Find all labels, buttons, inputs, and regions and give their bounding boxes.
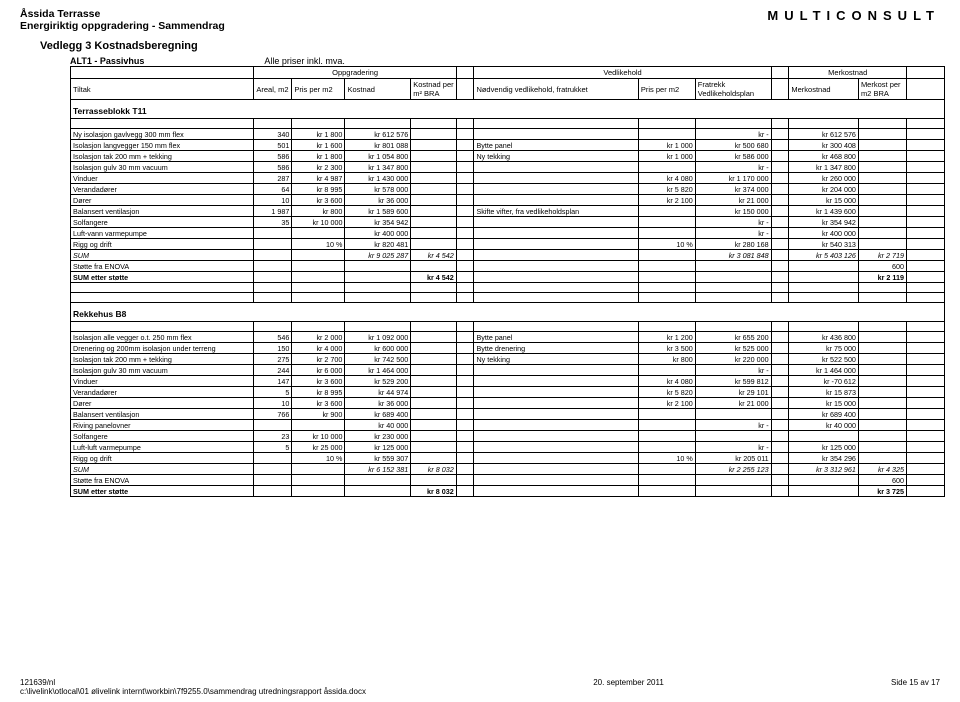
- footer-path: c:\livelink\otlocal\01 ølivelink internt…: [20, 687, 366, 696]
- hdr-areal: Areal, m2: [254, 79, 292, 100]
- table-row: Luft-vann varmepumpekr 400 000kr -kr 400…: [71, 228, 945, 239]
- footer-ref: 121639/nl: [20, 678, 366, 687]
- sum-row: SUM etter støttekr 8 032kr 3 725: [71, 486, 945, 497]
- table-row: Verandadører5kr 8 995kr 44 974kr 5 820kr…: [71, 387, 945, 398]
- brand: MULTICONSULT: [767, 8, 940, 23]
- table-row: Balansert ventilasjon1 987kr 800kr 1 589…: [71, 206, 945, 217]
- hdr-vedlikehold: Vedlikehold: [474, 67, 771, 79]
- page-footer: 121639/nl c:\livelink\otlocal\01 øliveli…: [20, 678, 940, 696]
- sum-row: SUM etter støttekr 4 542kr 2 119: [71, 272, 945, 283]
- hdr-oppgradering: Oppgradering: [254, 67, 456, 79]
- footer-date: 20. september 2011: [593, 678, 664, 696]
- hdr-nodvendig: Nødvendig vedlikehold, fratrukket: [474, 79, 638, 100]
- hdr-fratrekk: Fratrekk Vedlikeholdsplan: [695, 79, 771, 100]
- site-name: Åssida Terrasse: [20, 8, 225, 20]
- price-note: Alle priser inkl. mva.: [264, 56, 345, 66]
- blank-row: [71, 322, 945, 332]
- attachment-title: Vedlegg 3 Kostnadsberegning: [40, 40, 930, 52]
- table-row: Ny isolasjon gavlvegg 300 mm flex340kr 1…: [71, 129, 945, 140]
- table-header: Oppgradering Vedlikehold Merkostnad Tilt…: [71, 67, 945, 100]
- table-row: Isolasjon alle vegger o.t. 250 mm flex54…: [71, 332, 945, 343]
- footer-page: Side 15 av 17: [891, 678, 940, 696]
- table-row: Isolasjon langvegger 150 mm flex501kr 1 …: [71, 140, 945, 151]
- enova-row: Støtte fra ENOVA600: [71, 475, 945, 486]
- table-row: Isolasjon gulv 30 mm vacuum586kr 2 300kr…: [71, 162, 945, 173]
- section-title-row: Rekkehus B8: [71, 303, 945, 322]
- table-row: Rigg og drift10 %kr 559 30710 %kr 205 01…: [71, 453, 945, 464]
- hdr-kpm2: Kostnad per m² BRA: [411, 79, 457, 100]
- table-row: Luft-luft varmepumpe5kr 25 000kr 125 000…: [71, 442, 945, 453]
- table-row: Vinduer147kr 3 600kr 529 200kr 4 080kr 5…: [71, 376, 945, 387]
- hdr-pm2: Pris per m2: [292, 79, 345, 100]
- table-row: Solfangere35kr 10 000kr 354 942kr -kr 35…: [71, 217, 945, 228]
- enova-row: Støtte fra ENOVA600: [71, 261, 945, 272]
- table-row: Vinduer287kr 4 987kr 1 430 000kr 4 080kr…: [71, 173, 945, 184]
- main-section: Vedlegg 3 Kostnadsberegning ALT1 - Passi…: [0, 36, 960, 497]
- table-row: Rigg og drift10 %kr 820 48110 %kr 280 16…: [71, 239, 945, 250]
- hdr-mpm2: Merkost per m2 BRA: [858, 79, 906, 100]
- alt-name: ALT1 - Passivhus: [70, 56, 144, 66]
- cost-table: Oppgradering Vedlikehold Merkostnad Tilt…: [70, 66, 945, 497]
- hdr-kostnad: Kostnad: [345, 79, 411, 100]
- sum-row: SUMkr 6 152 381kr 8 032kr 2 255 123kr 3 …: [71, 464, 945, 475]
- table-row: Isolasjon tak 200 mm + tekking586kr 1 80…: [71, 151, 945, 162]
- sum-row: SUMkr 9 025 287kr 4 542kr 3 081 848kr 5 …: [71, 250, 945, 261]
- table-row: Dører10kr 3 600kr 36 000kr 2 100kr 21 00…: [71, 398, 945, 409]
- section-title-row: Terrasseblokk T11: [71, 100, 945, 119]
- page-header: Åssida Terrasse Energiriktig oppgraderin…: [0, 0, 960, 36]
- table-row: Isolasjon gulv 30 mm vacuum244kr 6 000kr…: [71, 365, 945, 376]
- hdr-pm2b: Pris per m2: [638, 79, 695, 100]
- blank-row: [71, 293, 945, 303]
- table-row: Verandadører64kr 8 995kr 578 000kr 5 820…: [71, 184, 945, 195]
- subtitle: Energiriktig oppgradering - Sammendrag: [20, 20, 225, 32]
- hdr-tiltak: Tiltak: [71, 79, 254, 100]
- table-row: Dører10kr 3 600kr 36 000kr 2 100kr 21 00…: [71, 195, 945, 206]
- table-row: Balansert ventilasjon766kr 900kr 689 400…: [71, 409, 945, 420]
- hdr-merkostnad: Merkostnad: [789, 67, 907, 79]
- blank-row: [71, 119, 945, 129]
- blank-row: [71, 283, 945, 293]
- table-body: Terrasseblokk T11 Ny isolasjon gavlvegg 3…: [71, 100, 945, 497]
- hdr-merk: Merkostnad: [789, 79, 859, 100]
- table-row: Isolasjon tak 200 mm + tekking275kr 2 70…: [71, 354, 945, 365]
- table-row: Solfangere23kr 10 000kr 230 000: [71, 431, 945, 442]
- table-row: Drenering og 200mm isolasjon under terre…: [71, 343, 945, 354]
- table-row: Riving panelovnerkr 40 000kr -kr 40 000: [71, 420, 945, 431]
